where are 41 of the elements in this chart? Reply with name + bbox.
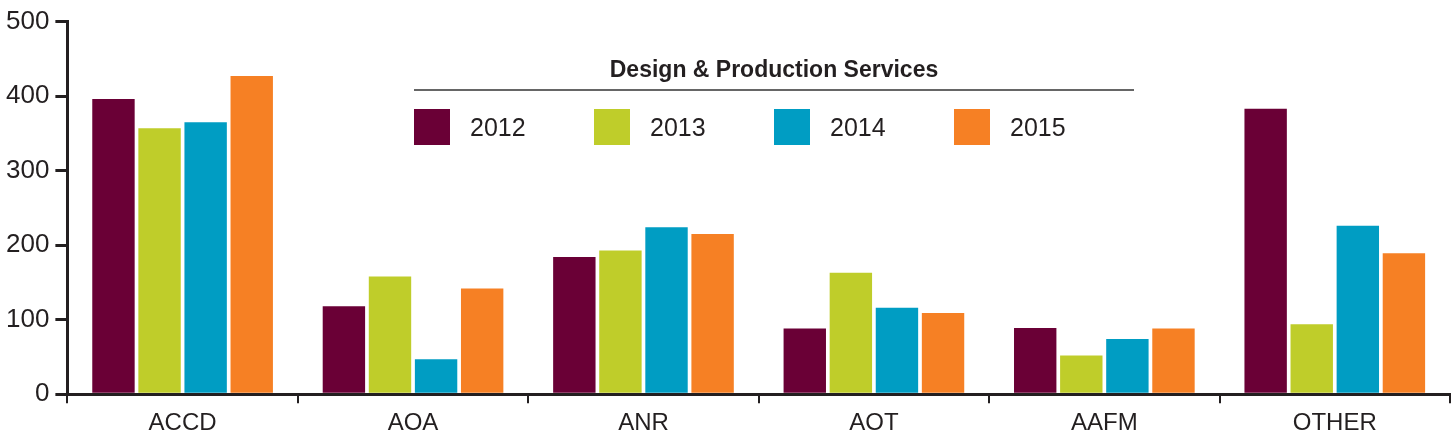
- legend-title: Design & Production Services: [608, 56, 940, 84]
- bar: [1290, 324, 1333, 393]
- x-tick-label: ACCD: [148, 408, 217, 436]
- bar: [138, 128, 181, 393]
- y-tick-label: 400: [5, 79, 50, 110]
- bar: [783, 328, 826, 393]
- bar: [1336, 225, 1380, 393]
- bar: [1014, 327, 1057, 393]
- y-tick-label: 300: [5, 153, 50, 184]
- bar: [92, 99, 135, 393]
- bar: [1060, 355, 1103, 393]
- bar: [1244, 108, 1287, 393]
- bar: [368, 276, 412, 393]
- x-tick-label: ANR: [618, 408, 669, 436]
- y-tick-label: 0: [34, 377, 50, 408]
- y-tick-label: 500: [5, 4, 50, 35]
- bar: [230, 76, 273, 393]
- x-tick-label: AAFM: [1071, 408, 1138, 436]
- bar: [875, 307, 919, 393]
- bar: [322, 306, 366, 393]
- y-tick-label: 100: [5, 302, 50, 333]
- legend-label: 2013: [650, 112, 706, 142]
- bar: [1106, 339, 1149, 393]
- bar: [829, 272, 873, 393]
- bar: [184, 122, 227, 393]
- legend-label: 2015: [1010, 112, 1066, 142]
- x-tick-label: AOT: [849, 408, 899, 436]
- bar: [1382, 253, 1426, 393]
- x-tick-label: OTHER: [1292, 408, 1377, 436]
- bar: [414, 359, 458, 393]
- legend-label: 2012: [470, 112, 526, 142]
- bar: [460, 288, 504, 393]
- bar: [645, 227, 688, 393]
- bar: [553, 257, 596, 393]
- y-tick-label: 200: [5, 228, 50, 259]
- x-tick-label: AOA: [387, 408, 439, 436]
- bar: [1152, 328, 1195, 393]
- bar: [599, 250, 642, 393]
- bar: [691, 233, 734, 393]
- legend-label: 2014: [830, 112, 886, 142]
- bar: [921, 312, 965, 393]
